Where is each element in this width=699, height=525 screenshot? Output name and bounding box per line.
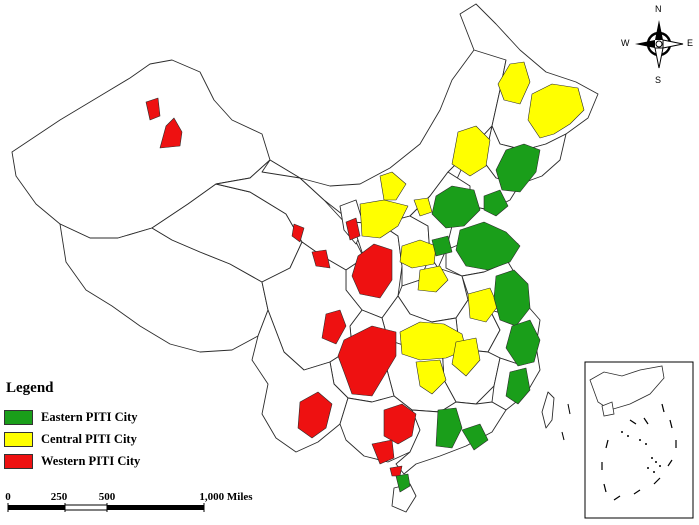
central-city-region (413, 197, 433, 217)
eastern-city-region (461, 423, 489, 451)
eastern-city-region (455, 221, 521, 271)
province-taiwan (541, 391, 555, 429)
western-city-region (291, 223, 305, 243)
eastern-city-region (495, 143, 541, 193)
legend-title: Legend (6, 380, 54, 396)
western-city-region (145, 97, 161, 121)
eastern-city-region (395, 473, 411, 493)
western-city-region (351, 243, 393, 299)
western-city-region (337, 325, 397, 397)
south-china-sea-inset (584, 361, 694, 519)
central-city-region (497, 61, 531, 105)
eastern-city-region (431, 185, 481, 229)
scale-label-1000: 1,000 Miles (199, 491, 253, 503)
eastern-city-region (483, 189, 509, 217)
western-city-region (345, 217, 361, 241)
scale-label-0: 0 (5, 491, 11, 503)
central-city-region (451, 337, 481, 377)
legend-item-western: Western PITI City (4, 450, 174, 472)
western-city-region (321, 309, 347, 345)
eastern-city-region (493, 269, 531, 327)
central-city-region (451, 125, 491, 177)
central-city-region (467, 287, 499, 323)
legend-label-western: Western PITI City (41, 453, 141, 468)
western-city-region (159, 117, 183, 149)
legend-label-central: Central PITI City (41, 431, 137, 446)
eastern-city-region (505, 319, 541, 367)
legend-swatch-central (4, 431, 33, 447)
piti-cities (145, 61, 651, 493)
legend-swatch-western (4, 453, 33, 469)
central-city-region (415, 359, 447, 395)
legend-label-eastern: Eastern PITI City (41, 409, 138, 424)
central-city-region (359, 199, 409, 239)
eastern-city-region (435, 407, 463, 449)
islands (561, 403, 571, 441)
scale-label-500: 500 (98, 491, 116, 503)
legend-item-central: Central PITI City (4, 428, 174, 450)
legend: Legend Eastern PITI City Central PITI Ci… (4, 380, 174, 472)
eastern-city-region (505, 367, 531, 405)
western-city-region (311, 249, 331, 269)
eastern-city-region (431, 235, 453, 257)
western-city-region (383, 403, 417, 445)
compass-west-label: W (621, 38, 630, 48)
central-city-region (527, 83, 585, 139)
legend-item-eastern: Eastern PITI City (4, 406, 174, 428)
compass-south-label: S (655, 75, 662, 85)
central-city-region (379, 171, 407, 201)
compass-east-label: E (687, 38, 694, 48)
western-city-region (389, 465, 403, 477)
central-city-region (399, 239, 437, 269)
central-city-region (417, 265, 449, 293)
western-city-region (297, 391, 333, 439)
scale-bar (7, 503, 205, 512)
scale-label-250: 250 (50, 491, 68, 503)
western-city-region (371, 439, 395, 465)
compass-rose (635, 20, 684, 69)
legend-swatch-eastern (4, 409, 33, 425)
compass-north-label: N (655, 4, 662, 14)
